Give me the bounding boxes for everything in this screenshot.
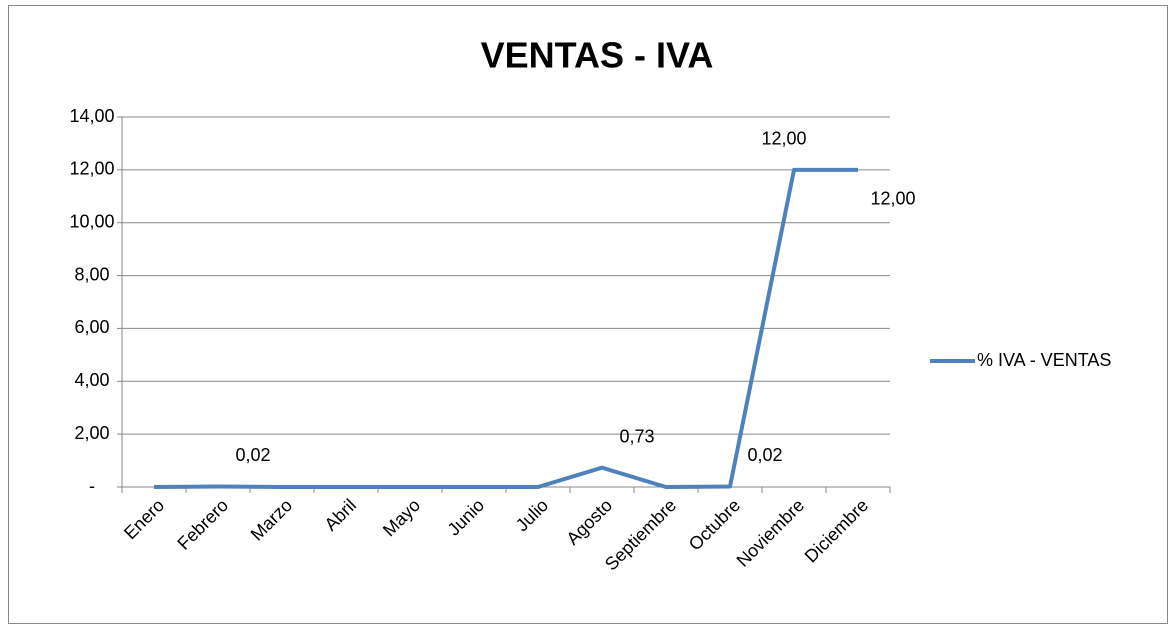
y-tick-label: 14,00 (69, 106, 114, 126)
data-label: 0,73 (619, 426, 654, 446)
series-line (153, 167, 858, 489)
y-tick-label: - (89, 476, 95, 496)
y-tick-label: 2,00 (74, 423, 109, 443)
legend-label: % IVA - VENTAS (977, 350, 1111, 370)
data-label: 12,00 (761, 129, 806, 149)
data-label: 0,02 (747, 445, 782, 465)
y-tick-label: 12,00 (69, 159, 114, 179)
chart-title: VENTAS - IVA (481, 35, 714, 76)
y-tick-label: 8,00 (74, 264, 109, 284)
y-tick-label: 4,00 (74, 370, 109, 390)
y-tick-label: 10,00 (69, 211, 114, 231)
data-label: 0,02 (235, 445, 270, 465)
data-label: 12,00 (870, 189, 915, 209)
chart-border (8, 5, 1168, 624)
y-tick-label: 6,00 (74, 317, 109, 337)
